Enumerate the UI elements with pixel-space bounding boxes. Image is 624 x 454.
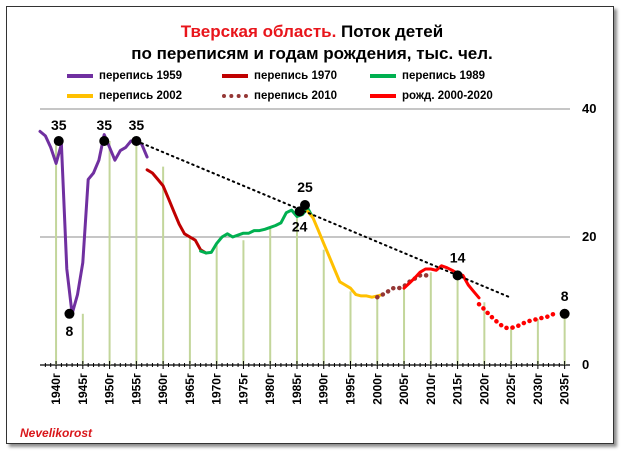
marker-label-3: 35	[129, 117, 145, 133]
x-tick-label-1940: 1940г	[49, 373, 63, 405]
x-tick-label-2005: 2005г	[397, 373, 411, 405]
chart-title-line1: Тверская область. Поток детей	[0, 22, 624, 42]
marker-dot-0	[53, 136, 64, 146]
y-tick-label-20: 20	[582, 229, 596, 244]
legend-item-1989: перепись 1989	[370, 70, 485, 82]
series-line-3	[306, 209, 385, 299]
marker-dot-6	[452, 270, 463, 281]
legend-label-1970: перепись 1970	[254, 70, 338, 82]
x-tick-label-1990: 1990г	[317, 373, 331, 405]
x-tick-label-1985: 1985г	[290, 373, 304, 405]
marker-label-1: 8	[66, 323, 74, 339]
legend-item-2002: перепись 2002	[67, 90, 182, 102]
x-tick-label-1980: 1980г	[263, 373, 277, 405]
x-tick-label-1965: 1965г	[183, 373, 197, 405]
legend-swatch-1959	[67, 74, 93, 78]
legend-label-1989: перепись 1989	[402, 70, 486, 82]
credit-text: Nevelikorost	[20, 426, 93, 440]
x-tick-label-2035: 2035г	[558, 373, 572, 405]
x-tick-label-1995: 1995г	[344, 373, 358, 405]
chart-title-rest: Поток детей	[336, 22, 444, 41]
y-tick-label-0: 0	[582, 357, 589, 372]
series-line-1	[145, 168, 208, 255]
x-tick-label-2030: 2030г	[531, 373, 545, 405]
x-tick-label-2010: 2010г	[424, 373, 438, 405]
chart-title-region: Тверская область.	[180, 22, 337, 41]
marker-dot-2	[99, 136, 110, 146]
legend-label-2002: перепись 2002	[99, 90, 183, 102]
x-tick-label-1955: 1955г	[129, 373, 143, 405]
series-line-5	[402, 264, 481, 300]
marker-label-4: 24	[292, 218, 308, 234]
x-tick-label-2025: 2025г	[504, 373, 518, 405]
legend-label-1959: перепись 1959	[99, 70, 183, 82]
marker-label-2: 35	[96, 117, 112, 133]
series-line-2	[199, 206, 315, 255]
chart-title-line2: по переписям и годам рождения, тыс. чел.	[131, 44, 493, 63]
x-tick-label-2000: 2000г	[370, 373, 384, 405]
x-tick-label-2020: 2020г	[477, 373, 491, 405]
legend-item-1970: перепись 1970	[222, 70, 337, 82]
legend-label-2010: перепись 2010	[254, 90, 338, 102]
legend-swatch-1989	[370, 74, 396, 78]
marker-dot-1	[64, 308, 75, 319]
marker-dot-5	[300, 200, 310, 210]
legend-item-1959: перепись 1959	[67, 70, 182, 82]
legend-label-births: рожд. 2000-2020	[402, 90, 493, 102]
marker-dot-3	[131, 136, 142, 146]
y-tick-label-40: 40	[582, 101, 596, 116]
legend-swatch-2002	[67, 94, 93, 98]
x-tick-label-1970: 1970г	[210, 373, 224, 405]
marker-label-6: 14	[450, 249, 466, 265]
x-tick-label-1975: 1975г	[236, 373, 250, 405]
legend-swatch-births	[370, 94, 396, 98]
marker-label-7: 8	[561, 288, 569, 304]
series-line-6	[476, 301, 557, 331]
chart-frame	[6, 6, 614, 444]
legend-item-2010: перепись 2010	[222, 90, 337, 102]
x-tick-label-1960: 1960г	[156, 373, 170, 405]
marker-dot-7	[559, 308, 570, 319]
legend-item-births: рожд. 2000-2020	[370, 90, 493, 102]
x-tick-label-1945: 1945г	[76, 373, 90, 405]
marker-label-0: 35	[51, 117, 67, 133]
legend-swatch-2010	[222, 94, 248, 98]
x-tick-label-1950: 1950г	[103, 373, 117, 405]
legend-swatch-1970	[222, 74, 248, 78]
series-line-7	[135, 140, 513, 299]
x-tick-label-2015: 2015г	[451, 373, 465, 405]
series-line-0	[38, 129, 149, 316]
marker-label-5: 25	[297, 179, 313, 195]
